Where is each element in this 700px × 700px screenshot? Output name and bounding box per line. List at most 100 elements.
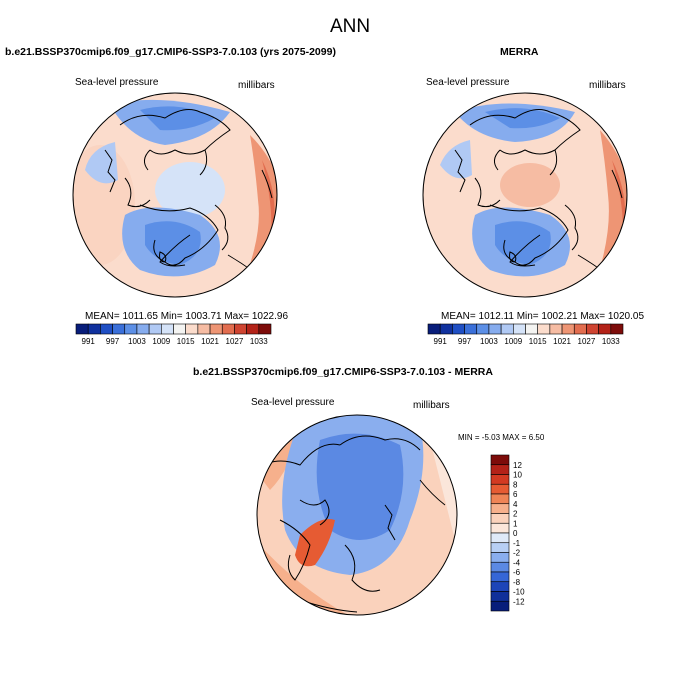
colorbar2-tick-label: 1021 bbox=[553, 337, 571, 346]
colorbar3-swatch bbox=[490, 561, 510, 573]
colorbar1-tick-label: 1015 bbox=[177, 337, 195, 346]
colorbar2-swatch bbox=[500, 323, 514, 335]
colorbar1-tick-label: 991 bbox=[82, 337, 96, 346]
panel2-variable-label: Sea-level pressure bbox=[426, 77, 510, 88]
colorbar2-swatch bbox=[488, 323, 502, 335]
colorbar3-swatch bbox=[490, 522, 510, 534]
colorbar1-swatch bbox=[221, 323, 235, 335]
colorbar1-swatch bbox=[173, 323, 186, 335]
map2-low-atlantic-core bbox=[495, 221, 551, 265]
colorbar1-swatch bbox=[209, 323, 223, 335]
colorbar1-swatch bbox=[112, 323, 126, 335]
colorbar3-swatch bbox=[490, 600, 510, 612]
colorbar3-swatch bbox=[490, 454, 510, 466]
panel1-map bbox=[72, 92, 278, 298]
colorbar3-tick-label: -4 bbox=[513, 558, 521, 567]
map2-outline bbox=[422, 92, 628, 298]
panel3-variable-label: Sea-level pressure bbox=[251, 397, 335, 408]
map1-arctic-ridge bbox=[155, 162, 225, 218]
panel3-map bbox=[256, 414, 458, 616]
map1-coastlines bbox=[104, 109, 273, 279]
colorbar2-swatch bbox=[586, 323, 599, 335]
panel1-units-label: millibars bbox=[238, 80, 275, 91]
colorbar3-swatch bbox=[490, 513, 510, 524]
colorbar3-tick-label: 8 bbox=[513, 480, 518, 489]
colorbar3-tick-label: -2 bbox=[513, 549, 521, 558]
colorbar1-tick-label: 1033 bbox=[250, 337, 268, 346]
colorbar3-swatch bbox=[490, 474, 510, 485]
colorbar1-tick-label: 1003 bbox=[128, 337, 146, 346]
colorbar2-tick-label: 1033 bbox=[602, 337, 620, 346]
colorbar3-tick-label: -10 bbox=[513, 588, 525, 597]
map2-high-east-core bbox=[612, 160, 626, 245]
colorbar3-swatch bbox=[490, 532, 510, 544]
panel2-map bbox=[422, 92, 628, 298]
colorbar1-tick-label: 1027 bbox=[226, 337, 244, 346]
panel1-stats: MEAN= 1011.65 Min= 1003.71 Max= 1022.96 bbox=[85, 311, 289, 322]
colorbar3-tick-label: -1 bbox=[513, 539, 521, 548]
panel3-title: b.e21.BSSP370cmip6.f09_g17.CMIP6-SSP3-7.… bbox=[193, 366, 493, 378]
colorbar2-swatch bbox=[598, 323, 612, 335]
colorbar3-tick-label: 12 bbox=[513, 461, 522, 470]
colorbar3-tick-label: 6 bbox=[513, 490, 518, 499]
figure-title: ANN bbox=[329, 16, 371, 37]
panel3-units-label: millibars bbox=[413, 400, 450, 411]
map3-outline bbox=[256, 414, 458, 616]
colorbar2-swatch bbox=[525, 323, 538, 335]
colorbar1-swatch bbox=[136, 323, 150, 335]
panel3-stats: MIN = -5.03 MAX = 6.50 bbox=[458, 433, 545, 442]
colorbar1-swatch bbox=[124, 323, 138, 335]
colorbar1-swatch bbox=[87, 323, 101, 335]
colorbar2-swatch bbox=[610, 323, 624, 335]
map3-negative-core bbox=[316, 433, 404, 540]
colorbar3-swatch bbox=[490, 571, 510, 583]
colorbar3-tick-label: -12 bbox=[513, 597, 525, 606]
colorbar3-tick-label: 10 bbox=[513, 471, 522, 480]
panel1-variable-label: Sea-level pressure bbox=[75, 77, 159, 88]
colorbar3-tick-label: 1 bbox=[513, 519, 518, 528]
colorbar2-swatch bbox=[427, 323, 441, 335]
map1-high-east-core bbox=[262, 160, 275, 245]
colorbar3-swatch bbox=[490, 542, 510, 553]
map1-low-west bbox=[85, 142, 118, 184]
colorbar3-swatch bbox=[490, 552, 510, 563]
map2-low-north-core bbox=[485, 108, 560, 129]
colorbar2-tick-label: 1015 bbox=[529, 337, 547, 346]
colorbar2-swatch bbox=[464, 323, 478, 335]
colorbar2-tick-label: 1003 bbox=[480, 337, 498, 346]
colorbar3-tick-label: 2 bbox=[513, 510, 518, 519]
panel2-title: MERRA bbox=[500, 46, 539, 58]
colorbar1-tick-label: 997 bbox=[106, 337, 120, 346]
colorbar2-tick-label: 1009 bbox=[504, 337, 522, 346]
panel2-stats: MEAN= 1012.11 Min= 1002.21 Max= 1020.05 bbox=[441, 311, 645, 322]
colorbar1-swatch bbox=[234, 323, 247, 335]
map2-low-west bbox=[440, 140, 472, 179]
colorbar3-swatch bbox=[490, 483, 510, 495]
colorbar1-swatch bbox=[100, 323, 113, 335]
colorbar3-tick-label: 4 bbox=[513, 500, 518, 509]
colorbar1-swatch bbox=[258, 323, 272, 335]
map2-arctic-high bbox=[500, 163, 560, 207]
colorbar1-swatch bbox=[185, 323, 199, 335]
map1-low-atlantic-core bbox=[145, 221, 201, 265]
colorbar2-tick-label: 991 bbox=[434, 337, 448, 346]
colorbar1-tick-label: 1021 bbox=[201, 337, 219, 346]
colorbar2-swatch bbox=[513, 323, 526, 335]
map1-low-north-core bbox=[140, 106, 215, 131]
colorbar2-swatch bbox=[439, 323, 453, 335]
map3-positive-east bbox=[430, 440, 457, 540]
colorbar1-tick-label: 1009 bbox=[152, 337, 170, 346]
colorbar1-swatch bbox=[148, 323, 162, 335]
colorbar3-tick-label: -6 bbox=[513, 568, 521, 577]
colorbar3-swatch bbox=[490, 464, 510, 475]
colorbar1-swatch bbox=[161, 323, 174, 335]
colorbar3-swatch bbox=[490, 581, 510, 592]
colorbar2-swatch bbox=[537, 323, 551, 335]
panel2-units-label: millibars bbox=[589, 80, 626, 91]
colorbar3-tick-label: -8 bbox=[513, 578, 521, 587]
map3-positive-west bbox=[257, 430, 300, 490]
map1-outline bbox=[72, 92, 278, 298]
colorbar2-swatch bbox=[452, 323, 465, 335]
